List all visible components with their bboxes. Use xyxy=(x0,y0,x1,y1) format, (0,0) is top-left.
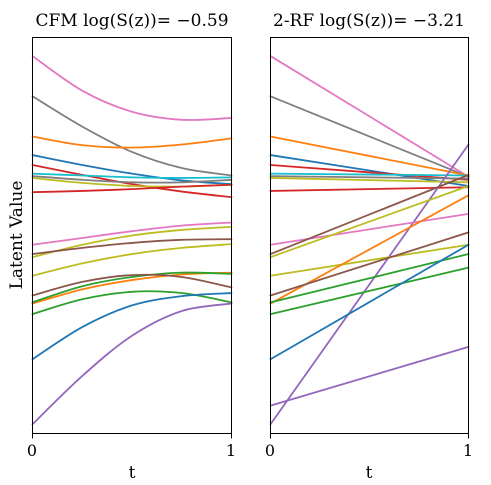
series-line-18 xyxy=(31,302,233,426)
series-line-9 xyxy=(269,143,470,426)
series-line-2 xyxy=(31,135,233,149)
series-line-14 xyxy=(31,271,233,304)
series-line-9 xyxy=(31,221,233,246)
series-line-3 xyxy=(31,154,233,186)
series-line-13 xyxy=(269,243,470,277)
series-layer xyxy=(269,55,470,426)
series-line-15 xyxy=(31,273,233,297)
series-line-5 xyxy=(31,172,233,179)
series-layer xyxy=(31,55,233,426)
series-line-7 xyxy=(269,177,470,184)
series-line-6 xyxy=(269,175,470,180)
chart-panel-2rf: 2-RF log(S(z))= −3.21 0 1 t xyxy=(265,11,473,483)
series-line-1 xyxy=(269,95,470,178)
series-line-16 xyxy=(269,231,470,297)
series-line-13 xyxy=(31,271,233,305)
series-line-10 xyxy=(269,212,470,246)
series-line-10 xyxy=(31,225,233,259)
series-line-0 xyxy=(31,55,233,121)
series-line-1 xyxy=(31,95,233,177)
plot-frame xyxy=(270,37,469,434)
x-axis-label: t xyxy=(129,463,136,483)
x-tick-label: 0 xyxy=(265,441,275,460)
series-line-18 xyxy=(269,243,470,361)
chart-title: CFM log(S(z))= −0.59 xyxy=(35,11,228,31)
series-line-17 xyxy=(31,292,233,361)
x-tick-label: 1 xyxy=(463,441,473,460)
series-line-11 xyxy=(269,185,470,259)
series-line-12 xyxy=(31,243,233,277)
y-axis-label: Latent Value xyxy=(7,181,27,290)
series-line-11 xyxy=(31,238,233,255)
chart-title: 2-RF log(S(z))= −3.21 xyxy=(273,11,465,31)
series-line-8 xyxy=(31,183,233,194)
x-axis-label: t xyxy=(366,463,373,483)
series-line-19 xyxy=(269,345,470,407)
series-line-15 xyxy=(269,253,470,304)
series-line-2 xyxy=(269,135,470,177)
plot-frame xyxy=(32,37,232,434)
series-line-5 xyxy=(269,172,470,177)
series-line-6 xyxy=(31,175,233,184)
series-line-4 xyxy=(31,164,233,199)
x-tick-label: 1 xyxy=(226,441,236,460)
chart-panel-cfm: CFM log(S(z))= −0.59 0 1 t Latent Value xyxy=(7,11,236,483)
series-line-17 xyxy=(269,266,470,315)
series-line-0 xyxy=(269,55,470,178)
x-tick-label: 0 xyxy=(27,441,37,460)
series-line-12 xyxy=(269,173,470,255)
